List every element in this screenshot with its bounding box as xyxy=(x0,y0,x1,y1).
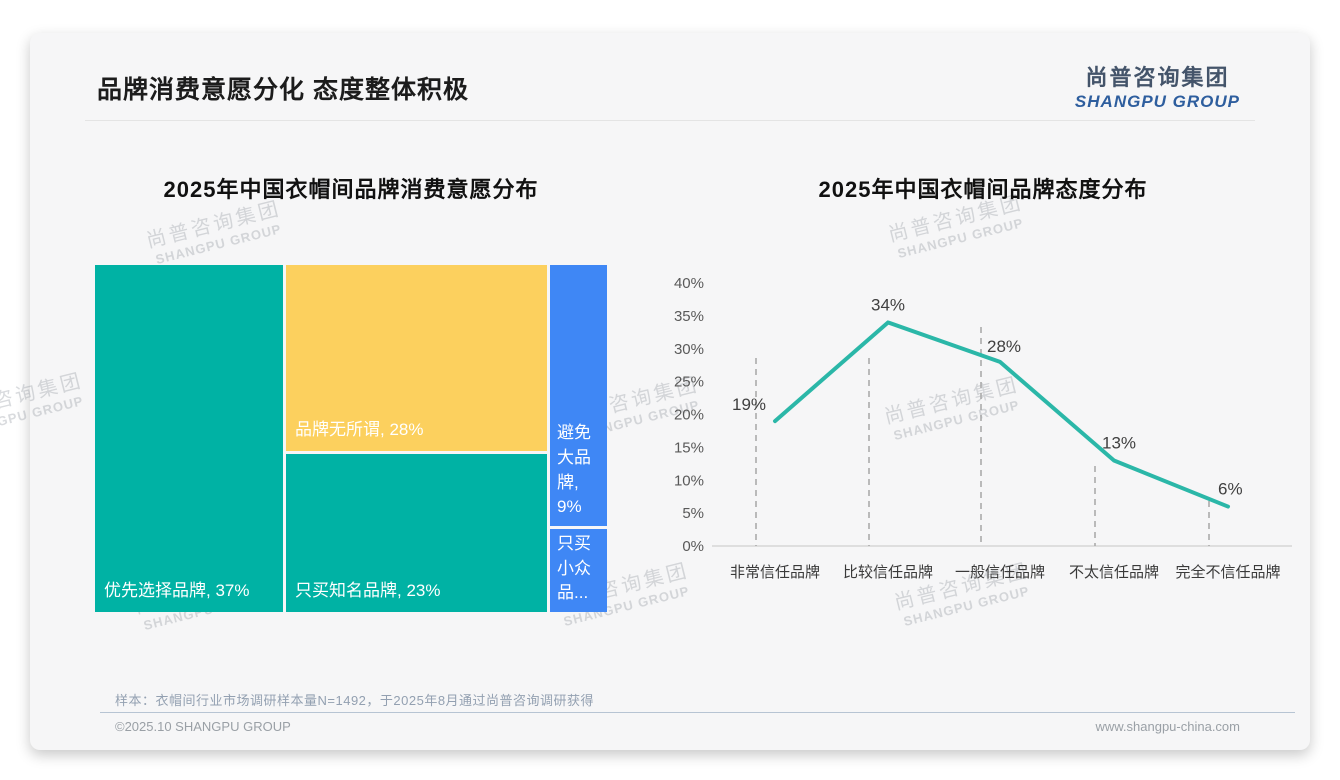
x-axis-category-label: 完全不信任品牌 xyxy=(1175,563,1280,581)
treemap-cell-label: 优先选择品牌, 37% xyxy=(104,581,250,601)
treemap-cell-avoid-big-brand: 避免 大品 牌, 9% xyxy=(550,265,607,526)
footer-copyright: ©2025.10 SHANGPU GROUP xyxy=(115,719,291,734)
logo-chinese-text: 尚普咨询集团 xyxy=(1085,65,1230,90)
y-axis-tick: 35% xyxy=(674,308,704,325)
y-axis-tick: 40% xyxy=(674,275,704,292)
y-axis-tick: 25% xyxy=(674,374,704,391)
y-axis-tick: 30% xyxy=(674,341,704,358)
y-axis-tick: 20% xyxy=(674,407,704,424)
data-point-label: 13% xyxy=(1102,434,1136,453)
data-point-label: 6% xyxy=(1218,480,1243,499)
page-title: 品牌消费意愿分化 态度整体积极 xyxy=(97,76,469,104)
treemap-cell-label: 品牌无所谓, 28% xyxy=(295,420,424,440)
title-divider xyxy=(85,120,1255,121)
treemap-cell-brand-indifferent: 品牌无所谓, 28% xyxy=(286,265,547,451)
attitude-line-chart: 0% 5% 10% 15% 20% 25% 30% 35% 40% 19% 34% 28% 13% 6% 非… xyxy=(674,275,1292,581)
x-axis-category-label: 比较信任品牌 xyxy=(843,563,933,581)
treemap-cell-label: 避免 大品 牌, 9% xyxy=(557,423,591,517)
x-axis-category-label: 非常信任品牌 xyxy=(730,564,820,581)
treemap-cell-prefer-brand: 优先选择品牌, 37% xyxy=(95,265,283,612)
data-point-label: 19% xyxy=(732,395,766,414)
y-axis-tick: 10% xyxy=(674,472,704,489)
footer-website: www.shangpu-china.com xyxy=(1095,719,1240,734)
treemap-chart-title: 2025年中国衣帽间品牌消费意愿分布 xyxy=(163,177,539,202)
treemap-cell-label: 只买 小众 品... xyxy=(557,534,591,603)
company-logo: 尚普咨询集团 SHANGPU GROUP xyxy=(1075,60,1240,112)
data-point-label: 34% xyxy=(871,295,905,314)
y-axis-tick: 5% xyxy=(682,505,704,522)
logo-english-text: SHANGPU GROUP xyxy=(1074,92,1240,111)
footer-divider xyxy=(100,712,1295,713)
sample-note: 样本：衣帽间行业市场调研样本量N=1492，于2025年8月通过尚普咨询调研获得 xyxy=(115,693,595,708)
y-axis-tick: 0% xyxy=(682,538,704,555)
x-axis-category-label: 不太信任品牌 xyxy=(1069,564,1159,581)
treemap-cell-label: 只买知名品牌, 23% xyxy=(295,581,441,601)
treemap-cell-only-niche-brand: 只买 小众 品... xyxy=(550,529,607,612)
line-chart-title: 2025年中国衣帽间品牌态度分布 xyxy=(818,177,1148,202)
x-axis-category-label: 一般信任品牌 xyxy=(955,564,1045,581)
data-point-label: 28% xyxy=(987,337,1021,356)
trend-line xyxy=(773,320,1230,509)
treemap-cell-only-famous-brand: 只买知名品牌, 23% xyxy=(286,454,547,612)
y-axis-tick: 15% xyxy=(674,439,704,456)
